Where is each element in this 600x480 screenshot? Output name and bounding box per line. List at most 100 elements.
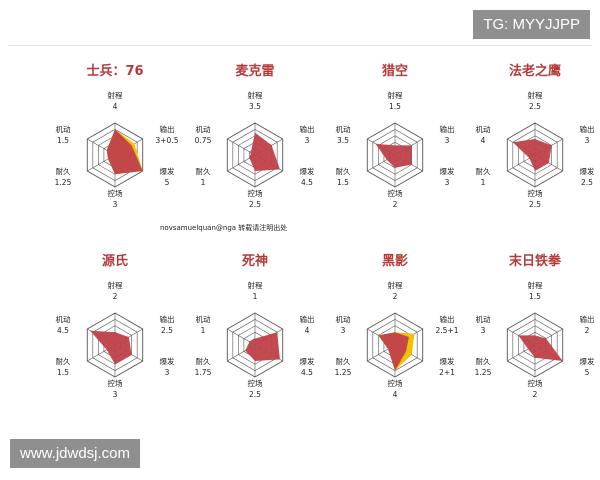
axis-label: 机动 3 <box>326 314 360 336</box>
watermark-bottom: www.jdwdsj.com <box>10 439 141 468</box>
axis-value: 2.5 <box>161 326 173 335</box>
stat-area <box>249 132 280 171</box>
axis-name: 耐久 <box>475 167 491 176</box>
stat-area <box>245 332 280 361</box>
axis-name: 输出 <box>299 125 315 134</box>
axis-name: 控场 <box>387 189 403 198</box>
axis-value: 1.25 <box>334 368 352 377</box>
axis-label: 输出 4 <box>290 314 324 336</box>
axis-label: 射程 1 <box>240 280 270 302</box>
radar-svg <box>366 122 424 188</box>
stat-area <box>512 139 552 171</box>
axis-name: 机动 <box>195 125 211 134</box>
axis-name: 爆发 <box>439 167 455 176</box>
axis-label: 耐久 1.25 <box>46 166 80 188</box>
axis-label: 耐久 1.75 <box>186 356 220 378</box>
axis-label: 射程 4 <box>100 90 130 112</box>
axis-label: 耐久 1 <box>186 166 220 188</box>
axis-name: 爆发 <box>579 357 595 366</box>
axis-label: 爆发 5 <box>150 166 184 188</box>
axis-value: 1.5 <box>337 178 349 187</box>
axis-value: 2.5 <box>529 102 541 111</box>
axis-label: 爆发 5 <box>570 356 600 378</box>
axis-name: 输出 <box>299 315 315 324</box>
axis-value: 3 <box>304 136 310 145</box>
grid-spoke <box>227 138 256 156</box>
axis-name: 爆发 <box>159 357 175 366</box>
axis-label: 爆发 3 <box>430 166 464 188</box>
hero-name: 末日铁拳 <box>508 254 561 269</box>
axis-value: 4.5 <box>301 368 313 377</box>
axis-value: 4.5 <box>301 178 313 187</box>
axis-value: 3 <box>112 390 118 399</box>
stat-area <box>518 335 563 361</box>
axis-name: 输出 <box>439 315 455 324</box>
axis-value: 3 <box>444 178 450 187</box>
axis-value: 1.5 <box>529 292 541 301</box>
axis-value: 3 <box>444 136 450 145</box>
axis-value: 4 <box>304 326 310 335</box>
axis-name: 输出 <box>579 125 595 134</box>
radar-svg <box>226 122 284 188</box>
axis-value: 3.5 <box>337 136 349 145</box>
axis-value: 1.75 <box>194 368 212 377</box>
axis-name: 控场 <box>247 379 263 388</box>
radar-chart: 猎空 射程 1.5 输出 3 爆发 3 控场 2 耐久 1.5 机动 3.5 <box>325 60 465 245</box>
axis-name: 爆发 <box>299 357 315 366</box>
hero-name: 源氏 <box>101 254 128 269</box>
stat-area <box>378 332 409 371</box>
watermark-top: TG: MYYJJPP <box>473 10 590 39</box>
radar-svg <box>506 122 564 188</box>
axis-value: 3 <box>480 326 486 335</box>
axis-name: 耐久 <box>195 167 211 176</box>
radar-chart: 末日铁拳 射程 1.5 输出 2 爆发 5 控场 2 耐久 1.25 机动 3 <box>465 250 600 435</box>
axis-name: 耐久 <box>335 167 351 176</box>
axis-name: 机动 <box>335 125 351 134</box>
axis-label: 机动 4 <box>466 124 500 146</box>
axis-name: 耐久 <box>335 357 351 366</box>
axis-value: 4.5 <box>57 326 69 335</box>
axis-value: 1.25 <box>474 368 492 377</box>
axis-label: 控场 2.5 <box>240 378 270 400</box>
radar-chart: 士兵：76 射程 4 输出 3+0.5 爆发 5 控场 3 耐久 1.25 机动 1.5 <box>45 60 185 245</box>
hero-name: 黑影 <box>381 254 408 269</box>
stat-area <box>106 129 143 175</box>
axis-value: 2+1 <box>439 368 455 377</box>
axis-value: 1 <box>200 326 206 335</box>
axis-value: 1 <box>480 178 486 187</box>
radar-svg <box>86 122 144 188</box>
axis-label: 爆发 4.5 <box>290 166 324 188</box>
axis-label: 耐久 1 <box>466 166 500 188</box>
radar-svg <box>226 312 284 378</box>
radar-chart: 死神 射程 1 输出 4 爆发 4.5 控场 2.5 耐久 1.75 机动 1 <box>185 250 325 435</box>
hero-name: 麦克雷 <box>235 64 275 79</box>
axis-value: 1.25 <box>54 178 72 187</box>
axis-name: 射程 <box>387 281 403 290</box>
axis-name: 射程 <box>107 91 123 100</box>
axis-name: 机动 <box>475 125 491 134</box>
radar-chart: 法老之鹰 射程 2.5 输出 3 爆发 2.5 控场 2.5 耐久 1 机动 4 <box>465 60 600 245</box>
axis-value: 3 <box>164 368 170 377</box>
axis-label: 控场 2 <box>520 378 550 400</box>
axis-value: 5 <box>164 178 170 187</box>
axis-label: 爆发 4.5 <box>290 356 324 378</box>
axis-label: 射程 2 <box>380 280 410 302</box>
axis-name: 射程 <box>107 281 123 290</box>
stat-area <box>90 330 132 365</box>
radar-chart: 黑影 射程 2 输出 2.5+1 爆发 2+1 控场 4 耐久 1.25 机动 3 <box>325 250 465 435</box>
axis-label: 输出 3 <box>430 124 464 146</box>
axis-label: 控场 4 <box>380 378 410 400</box>
axis-name: 耐久 <box>55 167 71 176</box>
stat-area <box>375 143 412 168</box>
axis-label: 射程 3.5 <box>240 90 270 112</box>
axis-label: 输出 3+0.5 <box>150 124 184 146</box>
axis-label: 输出 2.5 <box>150 314 184 336</box>
axis-label: 控场 2.5 <box>520 188 550 210</box>
axis-value: 2.5 <box>249 200 261 209</box>
axis-value: 2.5 <box>581 178 593 187</box>
axis-name: 控场 <box>107 189 123 198</box>
axis-label: 输出 2 <box>570 314 600 336</box>
axis-value: 3.5 <box>249 102 261 111</box>
axis-name: 机动 <box>335 315 351 324</box>
axis-name: 机动 <box>55 125 71 134</box>
